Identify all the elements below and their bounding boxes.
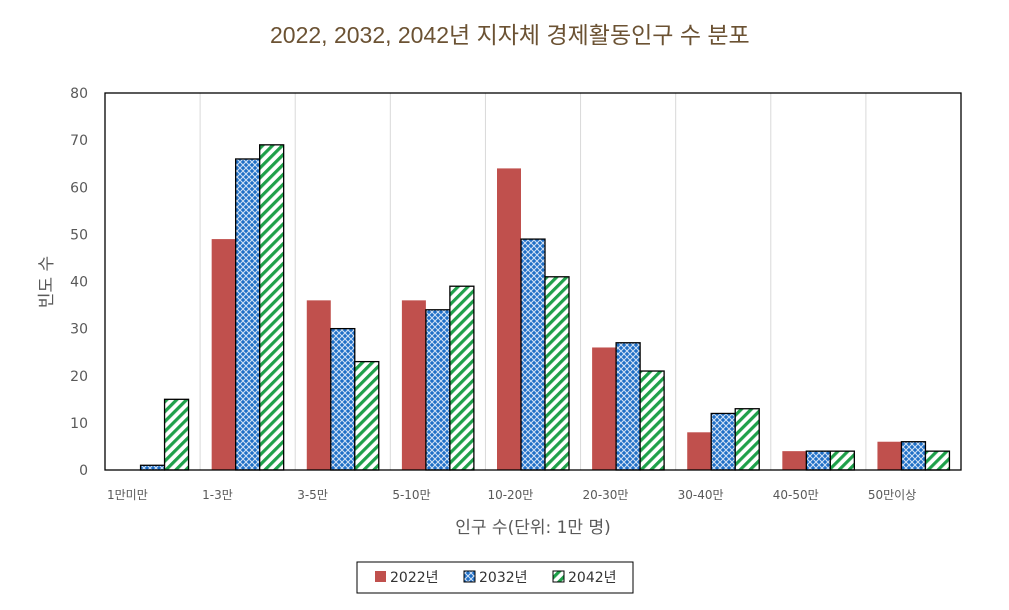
plot-area-border [104, 92, 962, 471]
bar-2042년-30-40만 [734, 408, 760, 471]
y-tick-label: 70 [70, 133, 88, 149]
bar-2032년-20-30만 [615, 342, 641, 471]
bar-2032년-40-50만 [805, 450, 831, 471]
x-tick-label: 20-30만 [583, 488, 629, 502]
x-tick-label: 50만이상 [868, 488, 916, 502]
bar-2032년-30-40만 [710, 412, 736, 471]
legend-swatch [375, 571, 386, 582]
x-tick-label: 10-20만 [487, 488, 533, 502]
y-tick-label: 80 [70, 86, 88, 102]
x-axis-label: 인구 수(단위: 1만 명) [455, 518, 611, 538]
legend-swatch [552, 570, 565, 583]
legend: 2022년 2032년 2042년 [375, 570, 617, 586]
bar-2042년-3-5만 [354, 360, 380, 471]
y-tick-label: 10 [70, 416, 88, 432]
y-tick-label: 50 [70, 227, 88, 243]
y-tick-label: 20 [70, 369, 88, 385]
legend-label: 2022년 [390, 570, 439, 586]
bar-2042년-50만이상 [924, 450, 951, 471]
y-axis-label: 빈도 수 [37, 256, 57, 308]
bar-2042년-5-10만 [449, 285, 475, 471]
legend-label: 2042년 [568, 570, 617, 586]
bar-2022년-20-30만 [592, 347, 617, 470]
bar-2022년-30-40만 [687, 432, 712, 470]
bar-2032년-1-3만 [235, 158, 261, 471]
y-tick-label: 0 [79, 463, 88, 479]
bar-2022년-3-5만 [306, 300, 331, 470]
bar-2032년-50만이상 [900, 441, 927, 471]
y-tick-label: 60 [70, 180, 88, 196]
bar-2022년-1-3만 [211, 239, 236, 470]
bar-2042년-1만미만 [163, 398, 190, 471]
bar-2032년-1만미만 [139, 464, 166, 471]
bar-2032년-10-20만 [520, 238, 546, 471]
x-tick-label: 40-50만 [773, 488, 819, 502]
bar-2022년-10-20만 [497, 168, 521, 470]
y-tick-label: 40 [70, 275, 88, 291]
bar-2042년-1-3만 [259, 144, 285, 471]
x-tick-label: 1-3만 [202, 488, 233, 502]
bar-2022년-5-10만 [401, 300, 426, 470]
bar-2042년-20-30만 [639, 370, 665, 471]
bar-2032년-5-10만 [425, 309, 451, 471]
x-tick-label: 1만미만 [107, 488, 148, 502]
x-tick-label: 3-5만 [297, 488, 328, 502]
bar-2022년-40-50만 [782, 451, 807, 470]
legend-box [356, 561, 634, 594]
bar-2032년-3-5만 [330, 327, 356, 471]
legend-swatch [463, 570, 476, 583]
bar-2022년-50만이상 [877, 441, 902, 470]
legend-label: 2032년 [479, 570, 528, 586]
bar-2042년-40-50만 [829, 450, 855, 471]
chart-title: 2022, 2032, 2042년 지자체 경제활동인구 수 분포 [270, 22, 750, 48]
y-tick-label: 30 [70, 322, 88, 338]
x-tick-label: 30-40만 [678, 488, 724, 502]
x-tick-label: 5-10만 [392, 488, 430, 502]
bar-2042년-10-20만 [544, 276, 570, 471]
